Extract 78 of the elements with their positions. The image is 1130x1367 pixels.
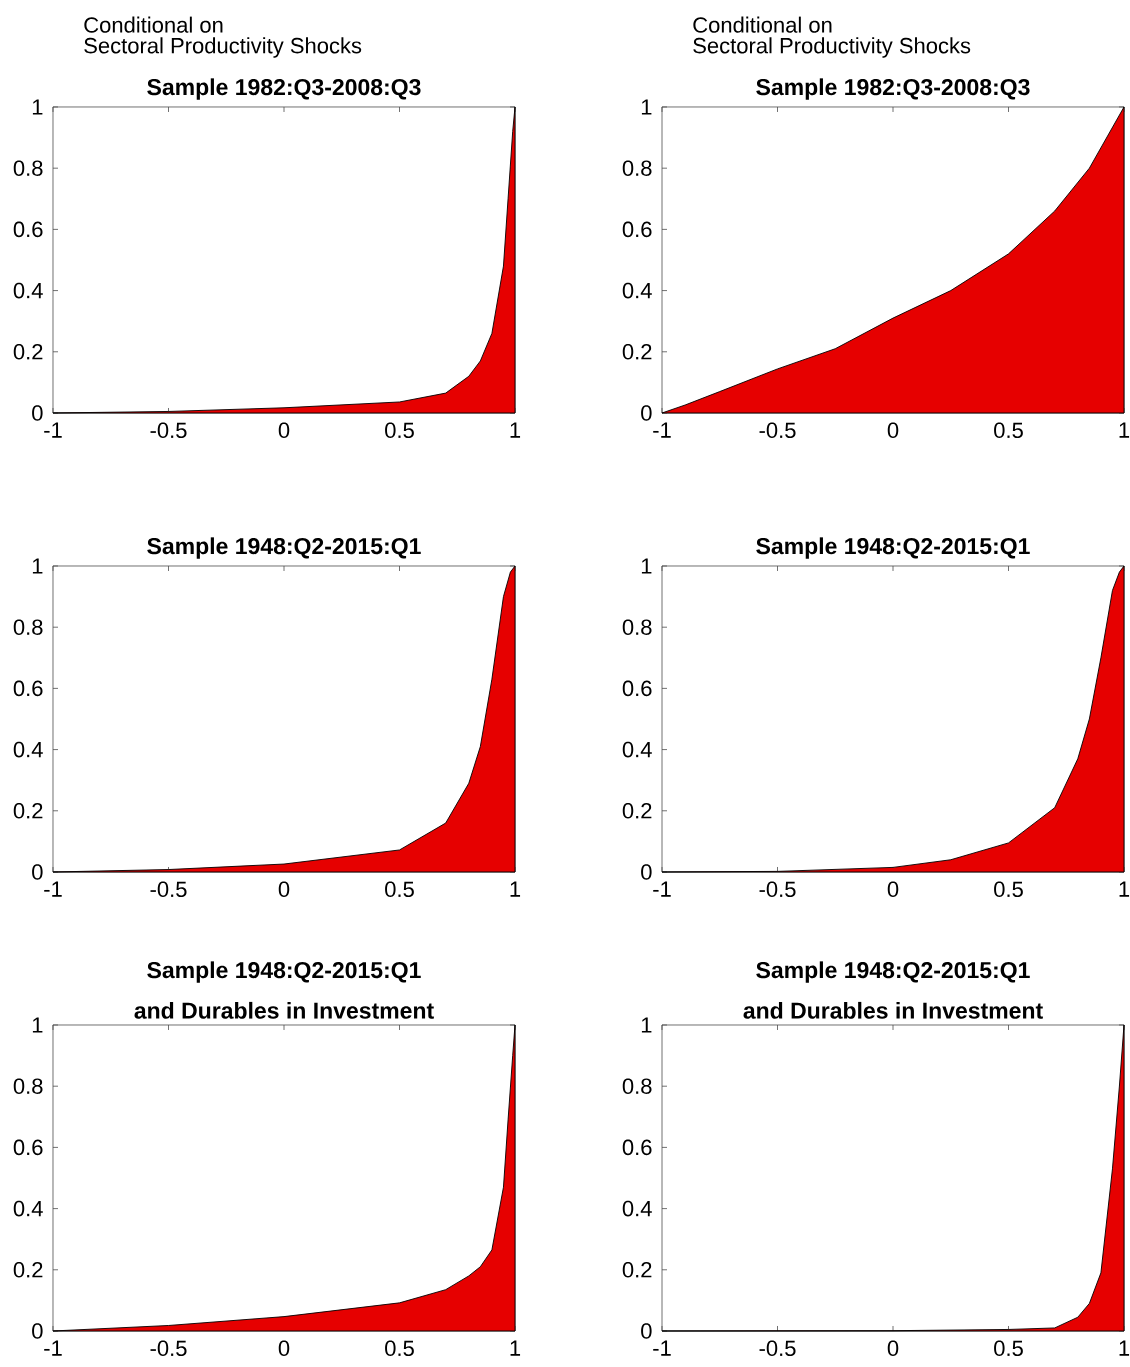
y-tick-label: 0.8 xyxy=(13,619,43,635)
y-tick-label: 0.4 xyxy=(622,1200,652,1217)
y-tick-label: 0.8 xyxy=(13,160,43,176)
x-tick-label: 0.5 xyxy=(994,1340,1023,1357)
text: Sectoral Productivity Shocks xyxy=(84,37,362,58)
x-tick-label: -0.5 xyxy=(759,881,796,898)
chart-subtitle: and Durables in Investment xyxy=(743,1001,1043,1019)
x-tick-label: -0.5 xyxy=(150,422,187,439)
chart-title: Sample 1948:Q2-2015:Q1 xyxy=(147,537,421,559)
chart-subtitle: and Durables in Investment xyxy=(134,1001,434,1019)
y-tick-label: 1 xyxy=(32,558,43,574)
x-tick-label: 0 xyxy=(887,1340,899,1357)
y-tick-label: 0.6 xyxy=(13,680,43,697)
y-tick-label: 0.2 xyxy=(622,343,652,360)
x-tick-label: -0.5 xyxy=(150,881,187,898)
y-tick-label: 0.2 xyxy=(622,1262,652,1278)
y-tick-label: 0.6 xyxy=(622,221,652,238)
chart-title: Sample 1948:Q2-2015:Q1 xyxy=(147,961,421,983)
chart-title: Sample 1982:Q3-2008:Q3 xyxy=(147,78,421,100)
x-tick-label: 0 xyxy=(887,881,899,898)
y-tick-label: 1 xyxy=(641,1017,652,1033)
x-tick-label: 0 xyxy=(278,881,290,898)
x-tick-label: -0.5 xyxy=(759,1340,796,1357)
y-tick-label: 0.4 xyxy=(13,282,43,299)
y-tick-label: 0.4 xyxy=(622,741,652,758)
y-tick-label: 0 xyxy=(641,1323,652,1339)
y-tick-label: 0 xyxy=(641,864,652,880)
x-tick-label: -1 xyxy=(44,881,62,897)
x-tick-label: -0.5 xyxy=(150,1340,187,1357)
y-tick-label: 0 xyxy=(32,405,43,421)
x-tick-label: -1 xyxy=(653,881,671,897)
text: Conditional on xyxy=(693,16,832,33)
x-tick-label: -1 xyxy=(44,1340,62,1356)
y-tick-label: 0.4 xyxy=(13,1200,43,1217)
y-tick-label: 0.6 xyxy=(13,1139,43,1156)
chart-title: Sample 1948:Q2-2015:Q1 xyxy=(756,537,1030,559)
y-tick-label: 0.8 xyxy=(622,619,652,635)
y-tick-label: 0.4 xyxy=(622,282,652,299)
x-tick-label: 1 xyxy=(1119,881,1130,897)
x-tick-label: 0.5 xyxy=(385,881,414,898)
x-tick-label: -1 xyxy=(44,422,62,438)
x-tick-label: 0.5 xyxy=(994,422,1023,439)
x-tick-label: 1 xyxy=(510,1340,521,1356)
y-tick-label: 1 xyxy=(641,99,652,115)
y-tick-label: 0.6 xyxy=(622,680,652,697)
x-tick-label: 1 xyxy=(510,422,521,438)
x-tick-label: 0.5 xyxy=(385,1340,414,1357)
x-tick-label: 1 xyxy=(510,881,521,897)
y-tick-label: 0 xyxy=(641,405,652,421)
y-tick-label: 0.4 xyxy=(13,741,43,758)
x-tick-label: -1 xyxy=(653,1340,671,1356)
y-tick-label: 1 xyxy=(641,558,652,574)
x-tick-label: -0.5 xyxy=(759,422,796,439)
x-tick-label: 0.5 xyxy=(385,422,414,439)
chart-title: Sample 1948:Q2-2015:Q1 xyxy=(756,961,1030,983)
y-tick-label: 0.2 xyxy=(622,802,652,819)
y-tick-label: 1 xyxy=(32,1017,43,1033)
y-tick-label: 0.8 xyxy=(13,1078,43,1094)
x-tick-label: 0 xyxy=(278,422,290,439)
x-tick-label: 0 xyxy=(887,422,899,439)
y-tick-label: 0.6 xyxy=(13,221,43,238)
y-tick-label: 0.6 xyxy=(622,1139,652,1156)
x-tick-label: 1 xyxy=(1119,1340,1130,1356)
y-tick-label: 0.2 xyxy=(13,1262,43,1278)
y-tick-label: 0.2 xyxy=(13,802,43,819)
y-tick-label: 0.2 xyxy=(13,343,43,360)
y-tick-label: 0 xyxy=(32,1323,43,1339)
x-tick-label: 0 xyxy=(278,1340,290,1357)
x-tick-label: 1 xyxy=(1119,422,1130,438)
y-tick-label: 0.8 xyxy=(622,1078,652,1094)
y-tick-label: 0.8 xyxy=(622,160,652,176)
text: Sectoral Productivity Shocks xyxy=(693,37,971,58)
chart-title: Sample 1982:Q3-2008:Q3 xyxy=(756,78,1030,100)
x-tick-label: -1 xyxy=(653,422,671,438)
text: Conditional on xyxy=(84,16,223,33)
x-tick-label: 0.5 xyxy=(994,881,1023,898)
y-tick-label: 1 xyxy=(32,99,43,115)
y-tick-label: 0 xyxy=(32,864,43,880)
